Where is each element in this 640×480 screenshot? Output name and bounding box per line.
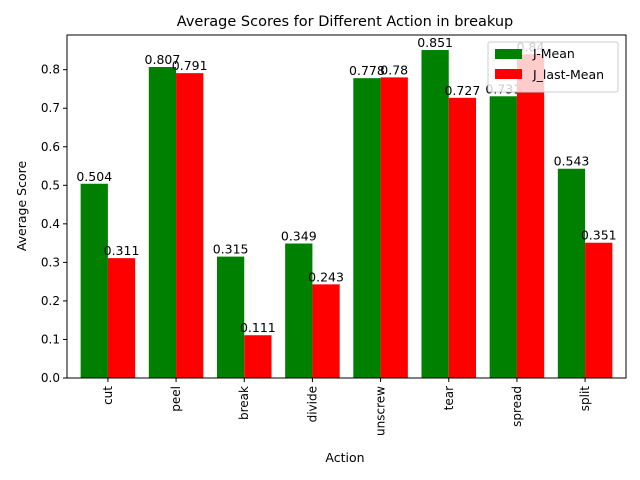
x-tick-label-peel: peel [169,386,183,412]
x-tick-label-tear: tear [442,386,456,410]
bar-j-mean-peel [148,66,177,378]
bar-j-last-mean-break [244,335,272,378]
bar-j-mean-break [216,256,245,378]
chart-title: Average Scores for Different Action in b… [177,14,513,30]
x-axis-label: Action [325,450,364,465]
bar-j-last-mean-divide [312,284,340,378]
x-tick-label-spread: spread [510,386,524,427]
legend: J-Mean J_last-Mean [487,41,619,93]
bar-value-label: 0.111 [240,320,276,335]
x-tick-label-divide: divide [305,386,319,422]
bar-j-mean-spread [489,96,517,378]
y-tick-label: 0.6 [41,140,60,154]
bar-value-label: 0.78 [380,62,408,77]
y-tick-label: 0.2 [41,294,60,308]
legend-swatch-j-last-mean [495,69,522,79]
bar-j-mean-divide [285,243,313,378]
bar-j-last-mean-spread [516,54,545,379]
y-tick-label: 0.5 [41,178,60,192]
bar-j-mean-cut [80,183,108,378]
bar-j-mean-unscrew [353,78,381,378]
x-tick-label-cut: cut [101,386,115,405]
plot-area: 0.0 0.1 0.2 0.3 0.4 0.5 0.6 0.7 0.8 0.504 0.807 0.3… [41,35,617,436]
y-tick-label: 0.8 [41,63,60,77]
bar-value-label: 0.349 [281,228,317,243]
y-tick-label: 0.7 [41,101,60,115]
bar-j-last-mean-tear [448,97,477,379]
y-tick-label: 0.3 [41,255,60,269]
bar-j-mean-split [557,168,586,378]
bar-value-label: 0.778 [349,63,385,78]
bar-j-mean-tear [421,50,449,379]
bar-value-label: 0.807 [145,52,181,67]
bar-value-label: 0.315 [213,242,249,257]
y-tick-label: 0.4 [41,217,60,231]
bar-j-last-mean-split [585,242,613,378]
bar-j-last-mean-cut [107,258,136,378]
axes-frame [66,34,627,379]
legend-label-j-last-mean: J_last-Mean [532,67,604,82]
bar-value-label: 0.727 [444,83,480,98]
x-tick-label-break: break [237,386,251,420]
bar-value-label: 0.791 [172,58,208,73]
bar-value-label: 0.851 [417,35,453,50]
bar-j-last-mean-peel [176,73,204,378]
bar-value-label: 0.543 [554,154,590,169]
y-tick-label: 0.0 [41,371,60,385]
legend-label-j-mean: J-Mean [532,46,575,61]
x-tick-label-unscrew: unscrew [374,386,388,436]
bar-value-label: 0.311 [104,243,140,258]
bar-j-last-mean-unscrew [380,77,408,379]
bar-value-label: 0.504 [76,169,112,184]
bar-value-label: 0.243 [308,269,344,284]
legend-swatch-j-mean [495,49,522,59]
y-axis-label: Average Score [14,161,29,252]
y-tick-label: 0.1 [41,332,60,346]
bar-value-label: 0.351 [581,228,617,243]
x-tick-label-split: split [578,386,592,412]
